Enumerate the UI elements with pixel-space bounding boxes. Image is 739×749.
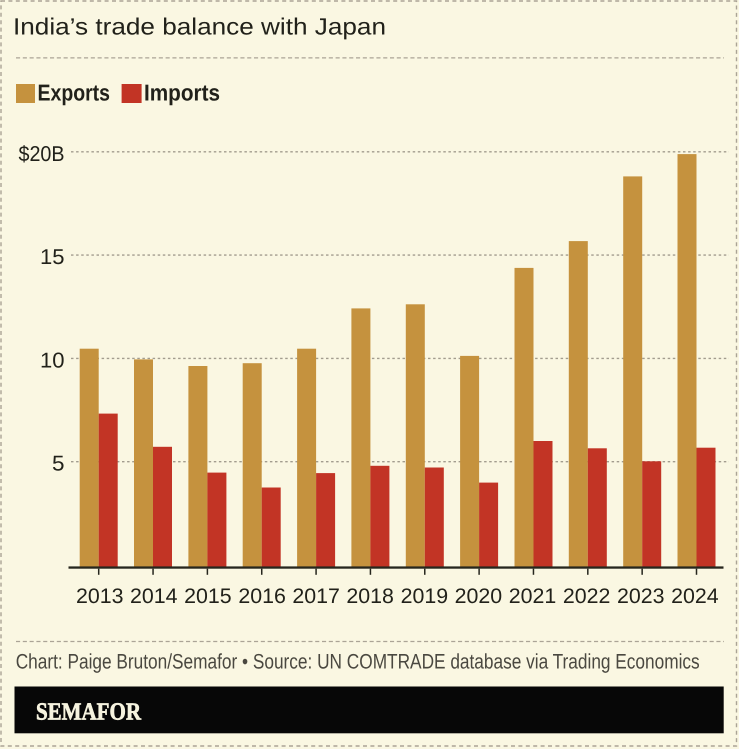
svg-text:2015: 2015 xyxy=(184,585,232,608)
svg-text:2016: 2016 xyxy=(238,585,286,608)
svg-text:$20B: $20B xyxy=(19,142,65,166)
svg-text:2024: 2024 xyxy=(671,585,719,608)
svg-text:2017: 2017 xyxy=(292,585,340,608)
svg-text:Imports: Imports xyxy=(144,80,220,106)
svg-text:India’s trade balance with Jap: India’s trade balance with Japan xyxy=(13,14,386,40)
svg-text:2022: 2022 xyxy=(563,585,611,608)
svg-text:2023: 2023 xyxy=(617,585,665,608)
svg-text:2021: 2021 xyxy=(509,585,557,608)
svg-text:5: 5 xyxy=(52,452,65,476)
svg-text:2013: 2013 xyxy=(76,585,124,608)
svg-text:SEMAFOR: SEMAFOR xyxy=(36,699,141,726)
svg-text:2014: 2014 xyxy=(130,585,178,608)
svg-text:Chart: Paige Bruton/Semafor •: Chart: Paige Bruton/Semafor • Source: UN… xyxy=(16,651,700,674)
svg-text:15: 15 xyxy=(40,245,65,269)
svg-text:Exports: Exports xyxy=(38,80,111,106)
svg-text:10: 10 xyxy=(40,348,65,372)
svg-text:2019: 2019 xyxy=(401,585,449,608)
svg-text:2020: 2020 xyxy=(455,585,503,608)
svg-text:2018: 2018 xyxy=(346,585,394,608)
